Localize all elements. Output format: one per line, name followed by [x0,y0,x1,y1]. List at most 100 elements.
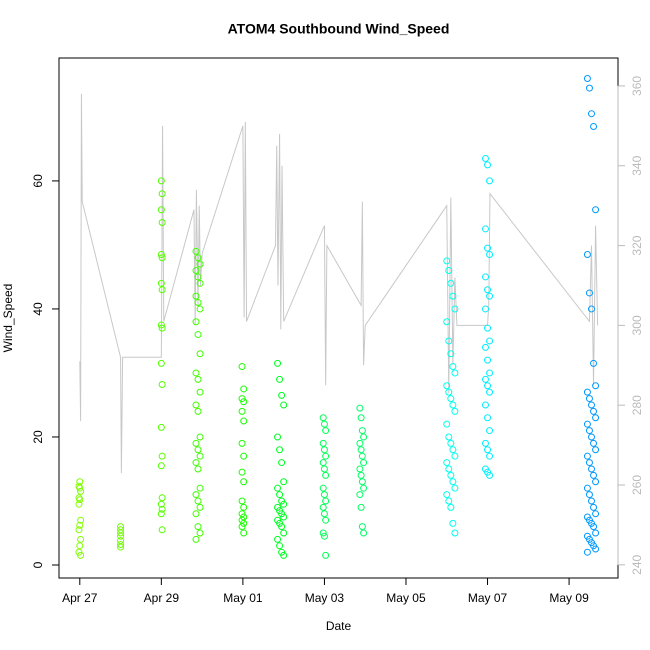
point [486,177,494,185]
plot-frame [58,57,619,579]
point [356,465,364,473]
point [76,484,84,492]
y-axis-label: Wind_Speed [1,284,15,353]
point [274,433,282,441]
point [481,439,489,447]
point [592,206,600,214]
x-tick-label: May 07 [468,591,508,605]
point [357,503,365,511]
point [358,452,366,460]
point [449,292,457,300]
point [481,225,489,233]
x-tick-label: Apr 27 [62,591,98,605]
point [192,459,200,467]
point [319,529,327,537]
point [238,497,246,505]
point [194,273,202,281]
point [583,452,591,460]
point [445,388,453,396]
point [322,427,330,435]
point [451,407,459,415]
point [590,503,598,511]
point [443,318,451,326]
point [486,337,494,345]
point [320,510,328,518]
y-tick-label: 60 [31,174,45,188]
point [583,484,591,492]
point [280,401,288,409]
point [322,516,330,524]
point [238,407,246,415]
point [280,513,288,521]
x-tick-label: May 09 [549,591,589,605]
point [196,452,204,460]
point [280,478,288,486]
point [486,452,494,460]
point [157,423,165,431]
point [449,478,457,486]
point [356,491,364,499]
point [158,254,166,262]
point [157,500,165,508]
x-tick-label: May 03 [305,591,345,605]
point [276,491,284,499]
x-tick-label: Apr 29 [144,591,180,605]
point [587,401,595,409]
point [445,267,453,275]
point [592,446,600,454]
point [192,401,200,409]
point [319,414,327,422]
point [158,494,166,502]
point [276,446,284,454]
point [592,478,600,486]
point [357,471,365,479]
point [240,385,248,393]
point [194,254,202,262]
point [276,375,284,383]
point [196,433,204,441]
point [278,523,286,531]
point [158,505,166,513]
point [484,446,492,454]
point [158,324,166,332]
point [587,465,595,473]
y-tick-label: 20 [31,430,45,444]
point [322,551,330,559]
point [481,375,489,383]
point [157,510,165,518]
point [451,369,459,377]
point [590,523,598,531]
point [443,382,451,390]
point [486,427,494,435]
y2-tick-label: 360 [630,76,644,96]
point [484,161,492,169]
chart-title: ATOM4 Southbound Wind_Speed [228,21,450,37]
point [590,439,598,447]
point [158,452,166,460]
point [238,468,246,476]
point [194,331,202,339]
point [196,350,204,358]
point [449,363,457,371]
point [449,446,457,454]
point [447,395,455,403]
point [481,305,489,313]
point [486,251,494,259]
point [590,407,598,415]
point [194,497,202,505]
point [274,484,282,492]
point [447,279,455,287]
point [158,526,166,534]
point [358,478,366,486]
point [196,305,204,313]
point [587,110,595,118]
point [158,380,166,388]
point [451,529,459,537]
point [585,459,593,467]
point [320,465,328,473]
point [157,321,165,329]
point [196,529,204,537]
x-axis-label: Date [326,619,352,633]
point [484,382,492,390]
point [238,439,246,447]
